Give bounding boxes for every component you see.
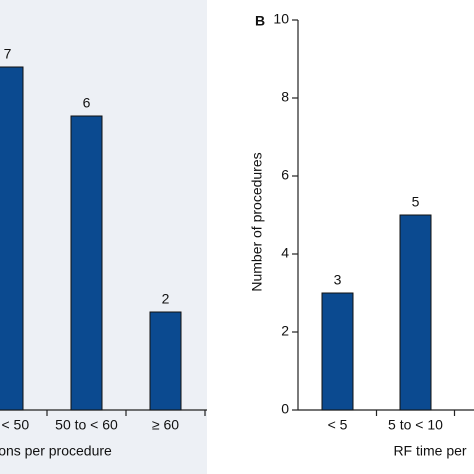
y-tick-label: 8 bbox=[281, 89, 289, 105]
x-tick-label: ≥ 60 bbox=[152, 417, 179, 433]
x-tick-label: to < 50 bbox=[0, 417, 29, 433]
y-tick-label: 2 bbox=[281, 323, 289, 339]
data-label: 3 bbox=[334, 272, 342, 288]
y-tick-label: 6 bbox=[281, 167, 289, 183]
panel-label: B bbox=[255, 13, 265, 29]
y-tick-label: 4 bbox=[281, 245, 289, 261]
bar bbox=[399, 214, 432, 411]
y-axis-label: Number of procedures bbox=[249, 152, 265, 291]
x-tick-label: 50 to < 60 bbox=[55, 417, 118, 433]
bar bbox=[149, 311, 182, 411]
x-axis-label: RF time per bbox=[393, 443, 466, 459]
bar bbox=[70, 115, 103, 411]
x-tick-label: < 5 bbox=[328, 417, 348, 433]
data-label: 2 bbox=[162, 291, 170, 307]
y-tick-label: 10 bbox=[273, 11, 289, 27]
data-label: 7 bbox=[4, 46, 12, 62]
data-label: 6 bbox=[83, 95, 91, 111]
bar bbox=[0, 66, 24, 411]
bar bbox=[321, 292, 354, 411]
x-axis-label: ons per procedure bbox=[0, 443, 112, 459]
data-label: 5 bbox=[412, 194, 420, 210]
x-tick-label: 5 to < 10 bbox=[388, 417, 443, 433]
y-tick-label: 0 bbox=[281, 401, 289, 417]
